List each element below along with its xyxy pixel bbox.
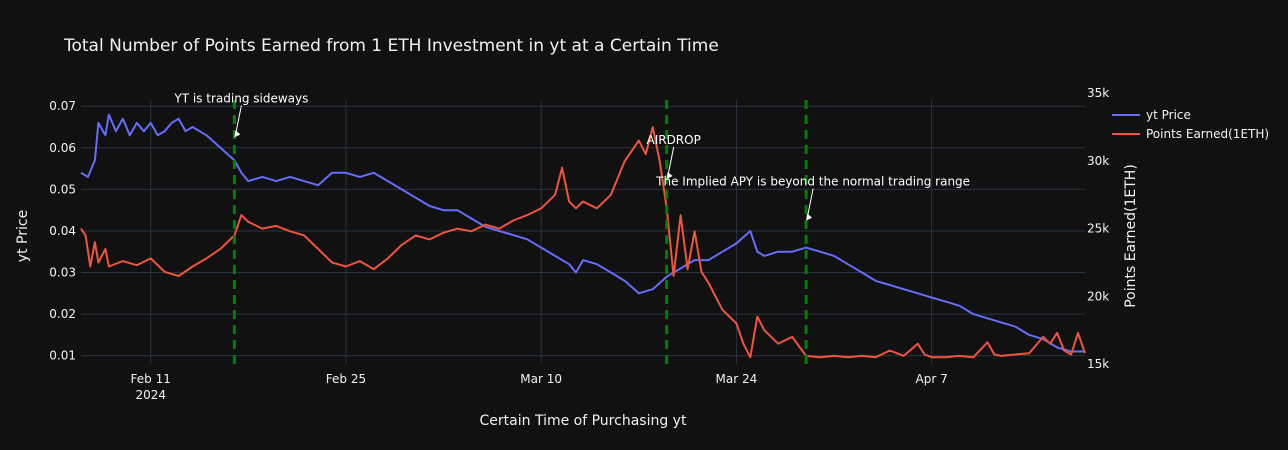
annotation-arrowhead <box>666 171 673 179</box>
legend-label: Points Earned(1ETH) <box>1146 127 1269 141</box>
annotation-label: The Implied APY is beyond the normal tra… <box>655 175 970 189</box>
annotation-arrow <box>806 188 814 219</box>
annotation-arrowhead <box>806 213 813 221</box>
y-tick-label: 0.06 <box>49 141 76 155</box>
y-tick-label: 0.01 <box>49 349 76 363</box>
y2-tick-label: 30k <box>1087 154 1109 168</box>
legend: yt Price Points Earned(1ETH) <box>1112 108 1269 141</box>
y2-axis-title: Points Earned(1ETH) <box>1123 164 1139 308</box>
x-axis-title: Certain Time of Purchasing yt <box>480 413 687 429</box>
annotation-layer: YT is trading sideways AIRDROP The Implied… <box>173 91 970 221</box>
legend-label: yt Price <box>1146 108 1191 122</box>
annotation-label: YT is trading sideways <box>173 91 308 105</box>
x-tick-label: Mar 24 <box>716 372 758 386</box>
series-line-yt-price <box>80 113 1085 353</box>
series-layer <box>80 113 1086 359</box>
y-tick-label: 0.03 <box>49 266 76 280</box>
x-tick-label: Apr 7 <box>916 372 948 386</box>
annotation-arrowhead <box>234 130 241 138</box>
x-tick-sublabel: 2024 <box>135 388 166 402</box>
x-tick-label: Feb 25 <box>326 372 366 386</box>
x-tick-label: Feb 11 <box>131 372 171 386</box>
y-tick-label: 0.07 <box>49 99 76 113</box>
annotation-arrow <box>667 146 675 178</box>
chart-title: Total Number of Points Earned from 1 ETH… <box>63 36 719 56</box>
tick-layer: 0.01 0.02 0.03 0.04 0.05 0.06 0.07 15k 20k 25k 30k… <box>49 86 1109 402</box>
y2-tick-label: 35k <box>1087 86 1109 100</box>
y-tick-label: 0.04 <box>49 224 76 238</box>
y2-tick-label: 25k <box>1087 222 1109 236</box>
y2-tick-label: 20k <box>1087 289 1109 303</box>
annotation-label: AIRDROP <box>646 133 700 147</box>
y-axis-title: yt Price <box>15 210 31 262</box>
y-tick-label: 0.05 <box>49 182 76 196</box>
grid-layer <box>81 100 1085 364</box>
series-line-points-earned-1eth <box>80 126 1086 359</box>
y2-tick-label: 15k <box>1087 357 1109 371</box>
annotation-arrow <box>234 105 242 136</box>
y-tick-label: 0.02 <box>49 307 76 321</box>
x-tick-label: Mar 10 <box>520 372 562 386</box>
